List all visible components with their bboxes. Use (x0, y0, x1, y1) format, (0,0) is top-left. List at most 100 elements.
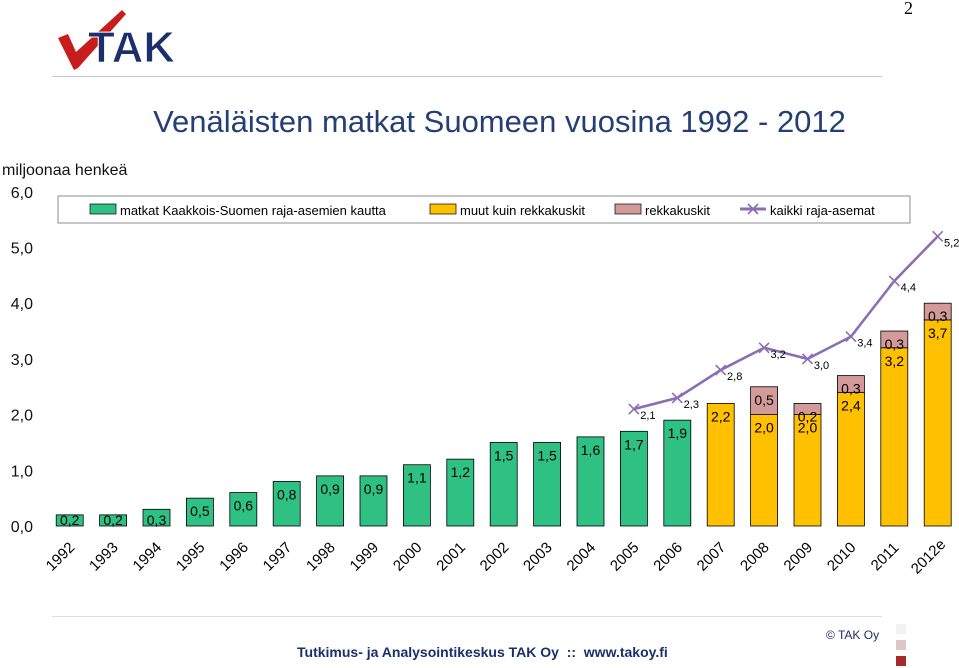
x-tick-label: 1997 (260, 539, 296, 575)
header-divider (52, 76, 882, 77)
copyright: © TAK Oy (826, 628, 880, 642)
data-label: 0,3 (841, 381, 861, 397)
line-marker (845, 331, 857, 343)
x-tick-label: 1992 (43, 539, 79, 575)
tak-logo: TAK (58, 10, 176, 73)
y-tick-label: 3,0 (11, 352, 33, 369)
bar (880, 347, 909, 527)
line-label: 2,1 (640, 410, 655, 422)
x-tick-label: 1998 (303, 539, 339, 575)
data-label: 0,9 (320, 481, 340, 497)
x-tick-label: 1996 (216, 539, 252, 575)
y-axis-unit-label: miljoonaa henkeä (2, 162, 128, 179)
data-label: 0,9 (364, 481, 384, 497)
x-tick-label: 2007 (694, 539, 730, 575)
footer-square-light (896, 624, 906, 634)
line-marker (932, 230, 944, 242)
checkmark-icon (58, 10, 126, 70)
x-tick-label: 2003 (520, 539, 556, 575)
legend-box (57, 195, 911, 224)
bar (316, 475, 345, 527)
x-tick-label: 2001 (433, 539, 469, 575)
bar (923, 302, 952, 321)
bar (923, 319, 952, 527)
line-marker (758, 342, 770, 354)
data-label: 2,0 (798, 420, 818, 436)
bar (185, 497, 214, 527)
data-label: 1,5 (494, 447, 514, 463)
data-label: 1,7 (624, 436, 644, 452)
line-marker (628, 403, 640, 415)
data-label: 0,2 (798, 408, 818, 424)
data-label: 2,4 (841, 397, 861, 413)
line-marker (671, 392, 683, 404)
footer-square-mid (896, 640, 906, 650)
bar (793, 403, 822, 415)
x-tick-label: 1993 (86, 539, 122, 575)
legend-swatch (89, 203, 117, 215)
bar (272, 481, 301, 527)
data-label: 2,2 (711, 408, 731, 424)
legend-label: rekkakuskit (645, 203, 710, 218)
line-label: 3,2 (770, 349, 785, 361)
footer-divider (52, 616, 882, 617)
bar (620, 430, 648, 527)
line-label: 4,4 (901, 282, 916, 294)
x-tick-label: 2006 (650, 539, 686, 575)
y-tick-label: 2,0 (11, 408, 33, 425)
y-tick-label: 6,0 (11, 185, 33, 202)
bar (446, 458, 475, 527)
bar (402, 464, 431, 527)
x-tick-label: 2008 (737, 539, 773, 575)
legend-marker (747, 203, 759, 215)
bar (663, 419, 692, 527)
bar (359, 475, 388, 527)
bar (489, 442, 518, 527)
bar (750, 414, 778, 527)
bar (142, 508, 171, 527)
chart-title: Venäläisten matkat Suomeen vuosina 1992 … (153, 104, 846, 139)
y-tick-label: 0,0 (11, 519, 33, 536)
bar (55, 514, 84, 527)
line-label: 2,3 (684, 399, 699, 411)
data-label: 0,2 (60, 512, 80, 528)
x-tick-label: 2002 (477, 539, 513, 575)
bar (837, 391, 865, 527)
data-label: 3,2 (885, 353, 905, 369)
x-tick-label: 2009 (781, 539, 817, 575)
data-label: 0,2 (103, 512, 123, 528)
line-marker (801, 353, 814, 365)
data-label: 1,9 (668, 425, 688, 441)
data-label: 3,7 (928, 325, 948, 341)
data-label: 1,1 (407, 470, 427, 486)
legend-label: matkat Kaakkois-Suomen raja-asemien kaut… (120, 203, 387, 218)
data-label: 0,6 (234, 498, 254, 514)
data-label: 0,5 (754, 392, 774, 408)
line-label: 3,4 (857, 338, 872, 350)
data-label: 0,3 (147, 512, 167, 528)
data-label: 1,5 (537, 447, 557, 463)
bar (837, 375, 865, 393)
y-tick-label: 4,0 (11, 296, 33, 313)
logo-text: TAK (88, 23, 175, 72)
x-tick-label: 1999 (347, 539, 383, 575)
bar (750, 386, 778, 416)
data-label: 0,8 (277, 486, 297, 502)
x-tick-label: 2010 (824, 539, 860, 575)
line-series (633, 235, 939, 411)
bar (99, 514, 127, 527)
x-tick-label: 2004 (564, 539, 600, 575)
line-marker (715, 364, 727, 376)
x-tick-label: 2012e (908, 536, 950, 578)
data-label: 0,3 (928, 308, 948, 324)
x-tick-label: 1995 (173, 539, 209, 575)
y-tick-label: 1,0 (11, 463, 33, 480)
line-label: 5,2 (944, 237, 959, 249)
x-tick-label: 1994 (130, 539, 166, 575)
legend-label: muut kuin rekkakuskit (460, 203, 585, 218)
x-tick-label: 2005 (607, 539, 643, 575)
bar (576, 436, 605, 527)
bar (533, 442, 561, 527)
bar (229, 492, 258, 527)
